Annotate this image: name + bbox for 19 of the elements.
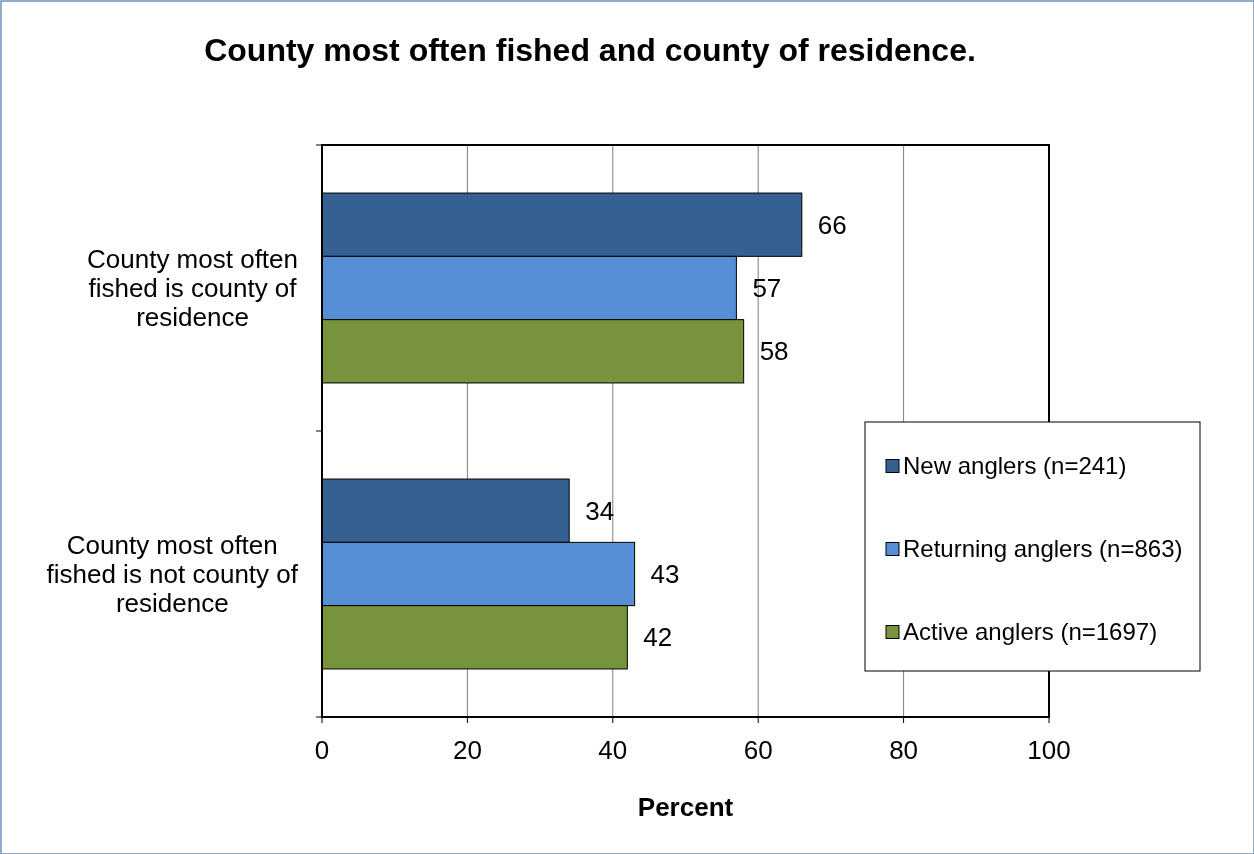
x-tick-label: 100: [1027, 735, 1071, 765]
legend-label: New anglers (n=241): [903, 452, 1127, 480]
x-axis-title: Percent: [637, 792, 734, 822]
x-tick-label: 40: [598, 735, 628, 765]
legend-label: Returning anglers (n=863): [903, 535, 1183, 563]
x-tick-label: 20: [452, 735, 482, 765]
x-tick-label: 80: [889, 735, 919, 765]
x-tick-label: 60: [743, 735, 773, 765]
data-label: 66: [817, 209, 847, 240]
data-label: 58: [759, 336, 789, 367]
data-label: 42: [643, 622, 673, 653]
legend-label: Active anglers (n=1697): [903, 618, 1158, 646]
data-label: 57: [752, 273, 782, 304]
x-tick-label: 0: [314, 735, 330, 765]
data-label: 43: [650, 559, 680, 590]
y-tick-label: County most often fished is county of residence: [87, 244, 298, 333]
chart-title: County most often fished and county of residence.: [204, 32, 976, 68]
y-tick-label: County most often fished is not county of residence: [46, 530, 299, 619]
data-label: 34: [585, 495, 615, 526]
